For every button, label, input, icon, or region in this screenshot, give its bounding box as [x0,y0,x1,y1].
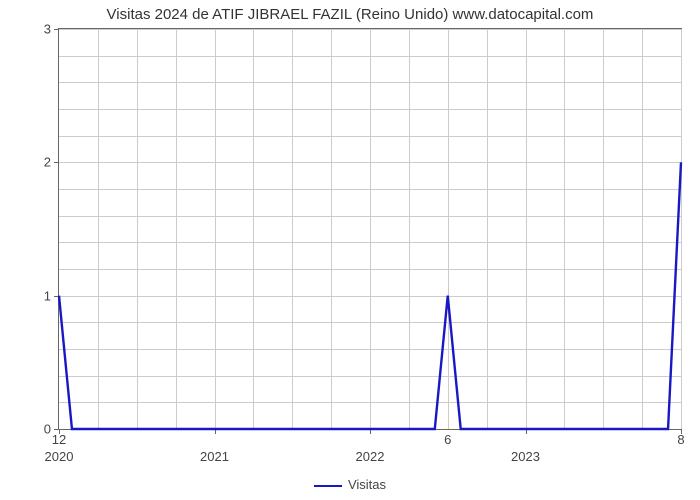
legend-swatch-icon [314,485,342,487]
x-inner-label: 6 [444,432,451,447]
x-tick-label: 2020 [45,449,74,464]
legend-label: Visitas [348,477,386,492]
y-tick-label: 2 [44,155,51,170]
x-tick-label: 2021 [200,449,229,464]
plot-area: 012320202021202220231268 [58,28,682,430]
grid-line [681,29,682,429]
x-inner-label: 8 [677,432,684,447]
chart-legend: Visitas [0,477,700,492]
chart-title: Visitas 2024 de ATIF JIBRAEL FAZIL (Rein… [0,6,700,23]
y-tick-label: 3 [44,22,51,37]
visits-chart: Visitas 2024 de ATIF JIBRAEL FAZIL (Rein… [0,0,700,500]
y-tick-label: 0 [44,422,51,437]
x-inner-label: 12 [52,432,66,447]
series-line [59,29,681,429]
y-tick-label: 1 [44,288,51,303]
x-tick-label: 2023 [511,449,540,464]
x-tick-label: 2022 [356,449,385,464]
